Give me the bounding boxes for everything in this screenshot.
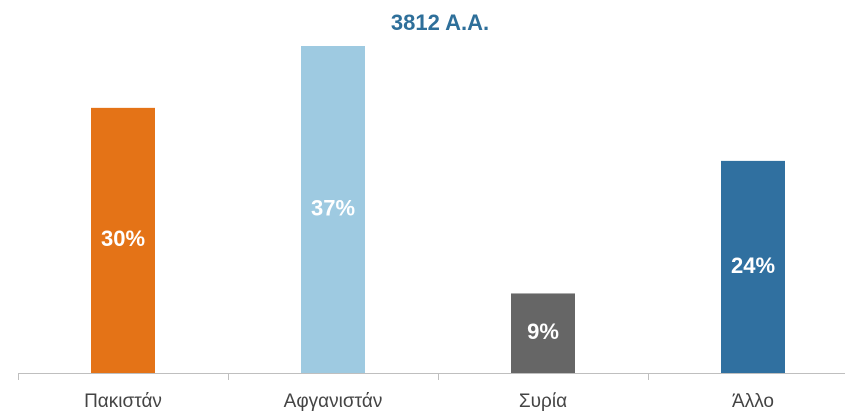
value-label: 37% — [311, 195, 355, 220]
value-label: 24% — [731, 253, 775, 278]
value-label: 30% — [101, 226, 145, 251]
x-tick-label: Πακιστάν — [84, 391, 162, 412]
x-tick-label: Συρία — [519, 391, 567, 412]
bar — [301, 46, 365, 373]
bar — [91, 107, 155, 373]
value-label: 9% — [527, 319, 559, 344]
chart-title: 3812 Α.Α. — [391, 10, 489, 35]
bar — [511, 293, 575, 373]
bar — [721, 160, 785, 373]
x-tick-label: Αφγανιστάν — [284, 391, 383, 412]
x-tick-label: Άλλο — [732, 391, 774, 412]
